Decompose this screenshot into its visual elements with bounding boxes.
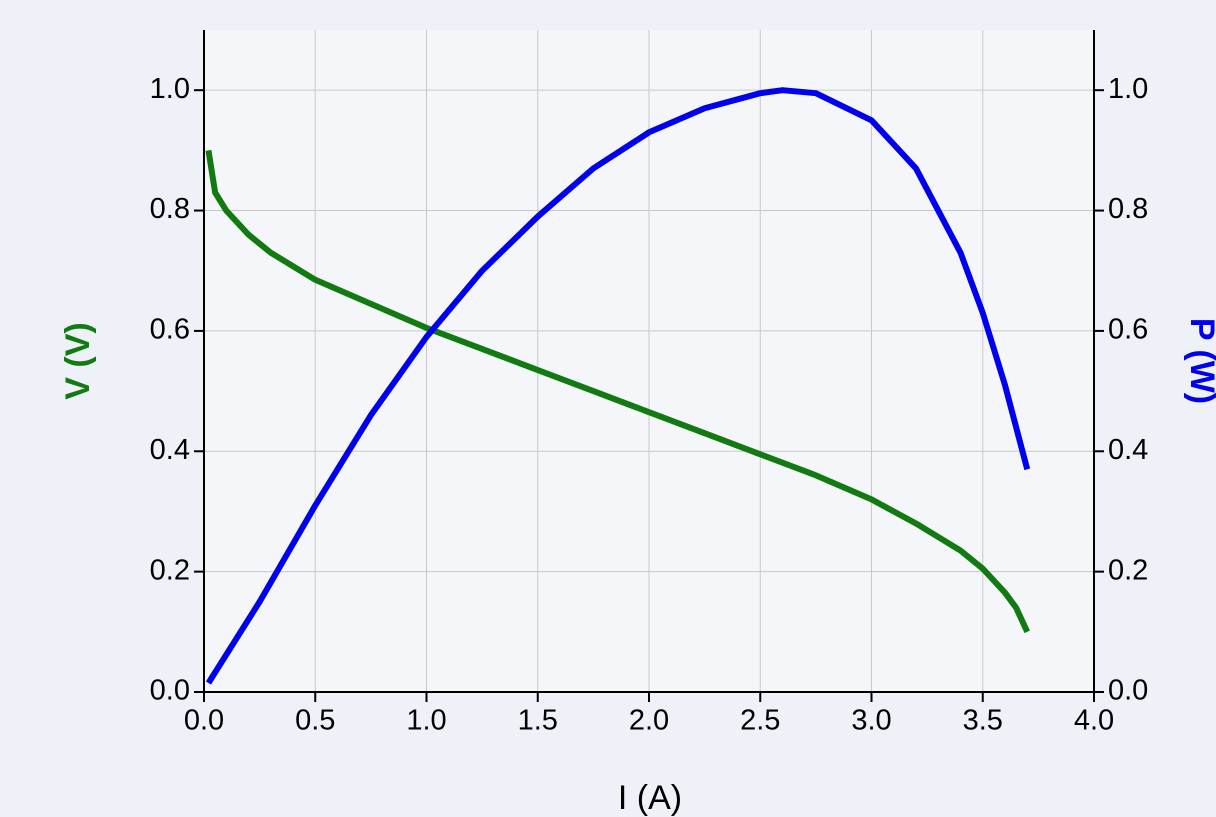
y2-tick-label: 0.6 [1108,314,1148,346]
data-line [205,87,1031,685]
y2-tick-label: 1.0 [1108,73,1148,105]
y2-tick-label: 0.4 [1108,434,1148,466]
y-tick-label: 0.6 [150,314,190,346]
y-axis-label: V (V) [59,322,97,399]
y-tick-label: 1.0 [150,73,190,105]
x-tick-label: 3.5 [963,705,1003,737]
y2-tick-label: 0.0 [1108,675,1148,707]
y2-tick-label: 0.2 [1108,554,1148,586]
y-tick-label: 0.8 [150,193,190,225]
data-line [205,149,1030,634]
x-tick-label: 1.0 [406,705,446,737]
y2-axis-label: P (W) [1183,318,1216,404]
x-tick-label: 0.0 [184,705,224,737]
y2-tick-label: 0.8 [1108,193,1148,225]
x-tick-label: 4.0 [1074,705,1114,737]
y-tick-label: 0.4 [150,434,190,466]
x-tick-label: 0.5 [295,705,335,737]
x-tick-label: 1.5 [518,705,558,737]
x-axis-label: I (A) [618,779,682,817]
x-tick-label: 2.5 [740,705,780,737]
y-tick-label: 0.2 [150,554,190,586]
x-tick-label: 2.0 [629,705,669,737]
x-tick-label: 3.0 [851,705,891,737]
y-tick-label: 0.0 [150,675,190,707]
